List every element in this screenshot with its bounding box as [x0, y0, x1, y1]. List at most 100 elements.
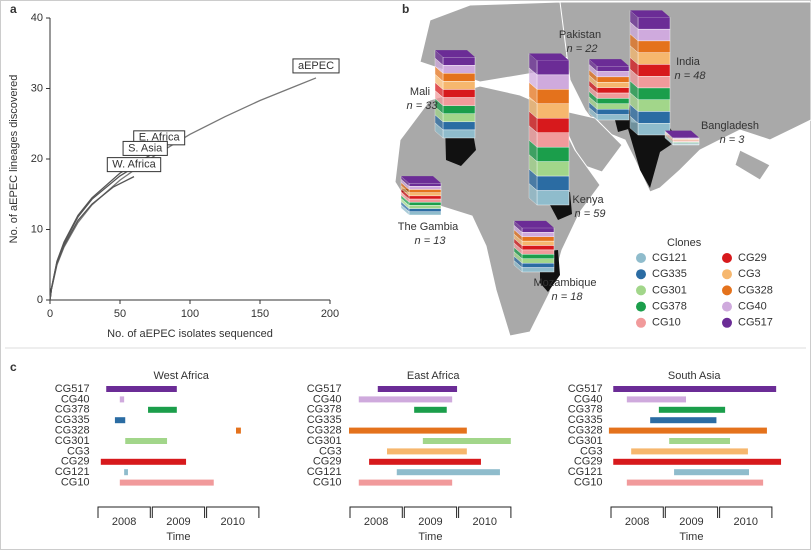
- legend-title: Clones: [667, 237, 702, 249]
- stack-segment: [637, 111, 671, 124]
- stack-segment: [442, 129, 476, 139]
- row-label: CG328: [55, 425, 90, 437]
- legend-label: CG517: [738, 317, 773, 329]
- bar: [674, 469, 750, 476]
- legend-swatch: [636, 285, 646, 296]
- x-axis-label: Time: [166, 531, 190, 543]
- bar: [124, 469, 128, 476]
- region-label: Bangladesh: [701, 120, 759, 132]
- stack-segment: [637, 64, 671, 77]
- stack-segment: [442, 113, 476, 123]
- region-n: n = 3: [720, 134, 746, 146]
- y-tick-label: 10: [31, 223, 43, 235]
- stack-segment: [442, 81, 476, 90]
- stack-segment: [521, 262, 555, 268]
- legend-swatch: [636, 269, 646, 280]
- stack-segment: [596, 103, 630, 110]
- y-tick-label: 0: [37, 294, 43, 306]
- annotation: W. Africa: [106, 157, 162, 173]
- stack-side: [629, 115, 639, 136]
- stack-segment: [442, 73, 476, 82]
- line: [49, 176, 135, 301]
- stack: [528, 53, 570, 206]
- annotation: S. Asia: [122, 140, 168, 156]
- label-box: [122, 140, 168, 156]
- line: [49, 77, 317, 301]
- legend-swatch: [636, 317, 646, 328]
- row-label: CG328: [568, 425, 603, 437]
- legend-swatch: [722, 285, 732, 296]
- x-tick-label: 2009: [166, 516, 190, 528]
- stack: [664, 130, 700, 146]
- stack-segment: [596, 114, 630, 121]
- y-tick-label: 20: [31, 153, 43, 165]
- legend-label: CG378: [652, 301, 687, 313]
- stack-segment: [408, 186, 442, 190]
- stack-segment: [442, 56, 476, 66]
- x-tick-label: 2009: [679, 516, 703, 528]
- stack-segment: [408, 198, 442, 203]
- year-bracket: [97, 506, 151, 518]
- x-axis-label: Time: [418, 531, 442, 543]
- legend-label: CG301: [652, 284, 687, 296]
- bar: [119, 396, 125, 403]
- stack-segment: [637, 28, 671, 42]
- stack-segment: [521, 240, 555, 246]
- x-tick-label: 2010: [473, 516, 497, 528]
- year-bracket: [403, 506, 458, 518]
- x-tick-label: 2008: [112, 516, 136, 528]
- bar: [608, 427, 767, 434]
- stack: [400, 175, 442, 216]
- x-tick-label: 2008: [625, 516, 649, 528]
- label-box: [292, 58, 340, 74]
- bar: [422, 438, 511, 444]
- bar: [358, 396, 453, 403]
- timeline-title: East Africa: [407, 370, 460, 382]
- row-label: CG29: [574, 456, 603, 468]
- stack-segment: [596, 71, 630, 78]
- stack-top: [435, 50, 475, 58]
- y-axis-label: No. of aEPEC lineages discovered: [8, 75, 20, 244]
- stack-top: [665, 130, 699, 138]
- line: [49, 159, 146, 301]
- row-label: CG301: [568, 435, 603, 447]
- row-label: CG121: [55, 466, 90, 478]
- row-label: CG40: [574, 393, 603, 405]
- stack-segment: [536, 74, 570, 90]
- stack-segment: [596, 109, 630, 115]
- bar: [100, 458, 187, 465]
- stack-segment: [442, 89, 476, 98]
- bar: [658, 406, 726, 413]
- stack-side: [400, 204, 410, 216]
- bar: [148, 406, 177, 413]
- legend-label: CG40: [738, 301, 767, 313]
- stack: [513, 220, 555, 273]
- series-label: aEPEC: [298, 60, 334, 72]
- legend-swatch: [636, 301, 646, 312]
- bar: [669, 438, 731, 444]
- stack: [588, 58, 630, 121]
- bar: [626, 479, 764, 486]
- stack-segment: [637, 87, 671, 100]
- stack-segment: [521, 258, 555, 264]
- bar: [613, 386, 777, 392]
- year-bracket: [151, 506, 206, 518]
- stack: [434, 49, 476, 139]
- legend-swatch: [636, 253, 646, 263]
- bar: [369, 458, 481, 465]
- row-label: CG335: [307, 414, 342, 426]
- stack-segment: [536, 175, 570, 191]
- x-tick-label: 2010: [734, 516, 758, 528]
- row-label: CG328: [307, 425, 342, 437]
- stack-segment: [536, 118, 570, 133]
- stack-side: [513, 260, 523, 273]
- row-label: CG10: [574, 477, 603, 489]
- legend-label: CG121: [652, 252, 687, 264]
- stack-segment: [521, 236, 555, 242]
- stack-segment: [442, 105, 476, 114]
- region-n: n = 59: [575, 208, 606, 220]
- stack-top: [401, 176, 441, 184]
- x-tick-label: 2010: [221, 516, 245, 528]
- stack-segment: [408, 211, 442, 216]
- region-n: n = 33: [407, 100, 439, 112]
